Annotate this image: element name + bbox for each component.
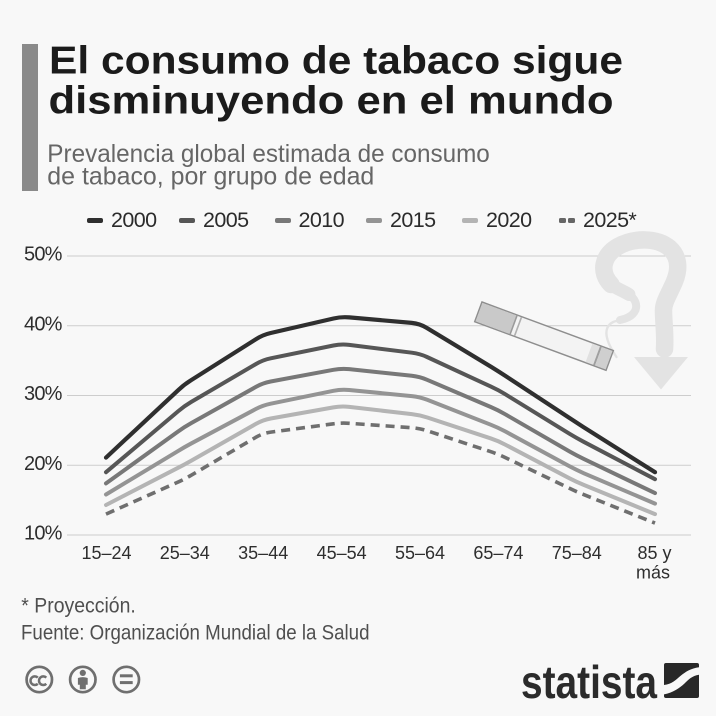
svg-text:25–34: 25–34 xyxy=(160,543,210,563)
svg-text:35–44: 35–44 xyxy=(238,543,288,563)
svg-text:50%: 50% xyxy=(24,244,63,266)
svg-text:de tabaco, por grupo de edad: de tabaco, por grupo de edad xyxy=(47,163,374,191)
svg-text:45–54: 45–54 xyxy=(317,543,367,563)
svg-text:más: más xyxy=(636,563,670,583)
svg-text:55–64: 55–64 xyxy=(395,543,445,563)
svg-text:Fuente: Organización Mundial d: Fuente: Organización Mundial de la Salud xyxy=(21,621,370,644)
svg-text:Prevalencia global estimada de: Prevalencia global estimada de consumo xyxy=(47,140,490,168)
svg-text:65–74: 65–74 xyxy=(473,543,523,563)
svg-text:disminuyendo en el mundo: disminuyendo en el mundo xyxy=(49,80,614,123)
svg-text:* Proyección.: * Proyección. xyxy=(21,594,136,617)
svg-text:statista: statista xyxy=(521,656,657,708)
svg-text:El consumo de tabaco sigue: El consumo de tabaco sigue xyxy=(49,39,623,82)
svg-text:75–84: 75–84 xyxy=(552,543,602,563)
svg-text:10%: 10% xyxy=(24,523,63,545)
svg-text:30%: 30% xyxy=(24,383,63,405)
svg-text:85 y: 85 y xyxy=(637,543,671,563)
svg-text:20%: 20% xyxy=(24,453,63,475)
svg-text:15–24: 15–24 xyxy=(81,543,131,563)
svg-text:40%: 40% xyxy=(24,313,63,335)
